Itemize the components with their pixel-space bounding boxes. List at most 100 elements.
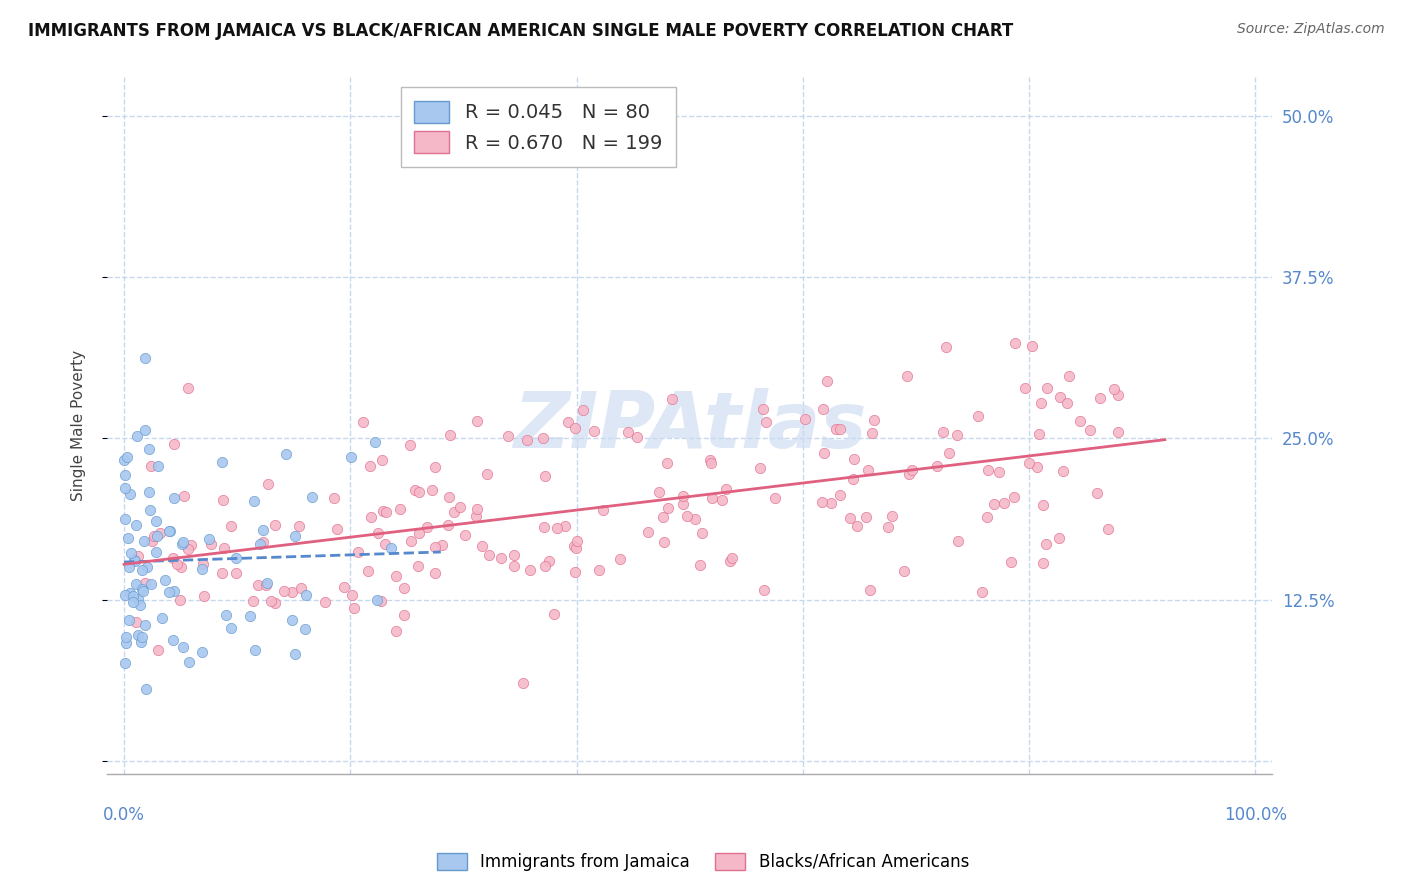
- Point: [385, 624, 408, 638]
- Point: [1032, 498, 1054, 512]
- Point: [333, 580, 356, 594]
- Legend: Immigrants from Jamaica, Blacks/African Americans: Immigrants from Jamaica, Blacks/African …: [429, 845, 977, 880]
- Point: [496, 429, 519, 443]
- Point: [966, 409, 988, 423]
- Point: [863, 413, 886, 427]
- Point: [247, 578, 270, 592]
- Point: [1014, 381, 1036, 395]
- Point: [932, 425, 955, 439]
- Point: [114, 657, 136, 671]
- Point: [281, 613, 304, 627]
- Point: [752, 401, 775, 416]
- Point: [148, 642, 170, 657]
- Point: [176, 380, 198, 394]
- Point: [392, 608, 415, 623]
- Point: [225, 566, 247, 580]
- Point: [825, 422, 848, 436]
- Point: [763, 491, 786, 506]
- Point: [617, 425, 640, 440]
- Point: [425, 540, 447, 554]
- Point: [143, 529, 166, 543]
- Point: [408, 526, 430, 541]
- Point: [1107, 388, 1129, 402]
- Point: [352, 415, 374, 429]
- Point: [842, 473, 865, 487]
- Point: [752, 583, 775, 598]
- Point: [131, 635, 153, 649]
- Point: [219, 519, 242, 533]
- Point: [172, 535, 194, 549]
- Point: [264, 596, 287, 610]
- Point: [815, 374, 838, 388]
- Point: [794, 411, 817, 425]
- Point: [256, 576, 278, 591]
- Point: [127, 591, 149, 606]
- Point: [131, 582, 153, 596]
- Text: ZIPAtlas: ZIPAtlas: [513, 387, 866, 464]
- Point: [657, 500, 679, 515]
- Point: [139, 503, 162, 517]
- Point: [124, 552, 146, 566]
- Point: [260, 594, 283, 608]
- Point: [288, 519, 311, 533]
- Point: [239, 608, 262, 623]
- Point: [114, 481, 136, 495]
- Point: [211, 566, 233, 581]
- Point: [145, 544, 167, 558]
- Point: [828, 421, 851, 435]
- Point: [811, 402, 834, 417]
- Point: [198, 532, 221, 546]
- Point: [489, 550, 512, 565]
- Point: [637, 525, 659, 540]
- Point: [364, 434, 387, 449]
- Point: [134, 351, 156, 365]
- Point: [721, 551, 744, 566]
- Point: [860, 426, 883, 441]
- Point: [170, 559, 193, 574]
- Point: [385, 568, 408, 582]
- Point: [172, 640, 194, 654]
- Point: [370, 594, 392, 608]
- Point: [134, 575, 156, 590]
- Point: [901, 463, 924, 477]
- Point: [1000, 555, 1022, 569]
- Point: [257, 477, 280, 491]
- Point: [134, 618, 156, 632]
- Point: [519, 563, 541, 577]
- Point: [1069, 414, 1091, 428]
- Text: Source: ZipAtlas.com: Source: ZipAtlas.com: [1237, 22, 1385, 37]
- Point: [554, 519, 576, 533]
- Point: [1049, 390, 1071, 404]
- Point: [503, 559, 526, 574]
- Point: [449, 500, 471, 514]
- Point: [439, 427, 461, 442]
- Point: [371, 504, 394, 518]
- Point: [162, 633, 184, 648]
- Point: [652, 535, 675, 549]
- Point: [690, 525, 713, 540]
- Point: [117, 531, 139, 545]
- Point: [1056, 396, 1078, 410]
- Point: [264, 518, 287, 533]
- Point: [215, 608, 238, 623]
- Point: [125, 615, 148, 629]
- Point: [404, 483, 426, 497]
- Point: [672, 497, 695, 511]
- Point: [200, 536, 222, 550]
- Point: [983, 497, 1005, 511]
- Point: [120, 546, 142, 560]
- Point: [114, 630, 136, 644]
- Point: [946, 428, 969, 442]
- Point: [301, 490, 323, 504]
- Point: [648, 485, 671, 500]
- Point: [134, 423, 156, 437]
- Point: [118, 613, 141, 627]
- Point: [988, 465, 1011, 479]
- Point: [249, 537, 271, 551]
- Point: [1097, 522, 1119, 536]
- Y-axis label: Single Male Poverty: Single Male Poverty: [72, 350, 86, 501]
- Point: [148, 458, 170, 473]
- Point: [1085, 486, 1108, 500]
- Point: [699, 456, 721, 470]
- Point: [845, 519, 868, 533]
